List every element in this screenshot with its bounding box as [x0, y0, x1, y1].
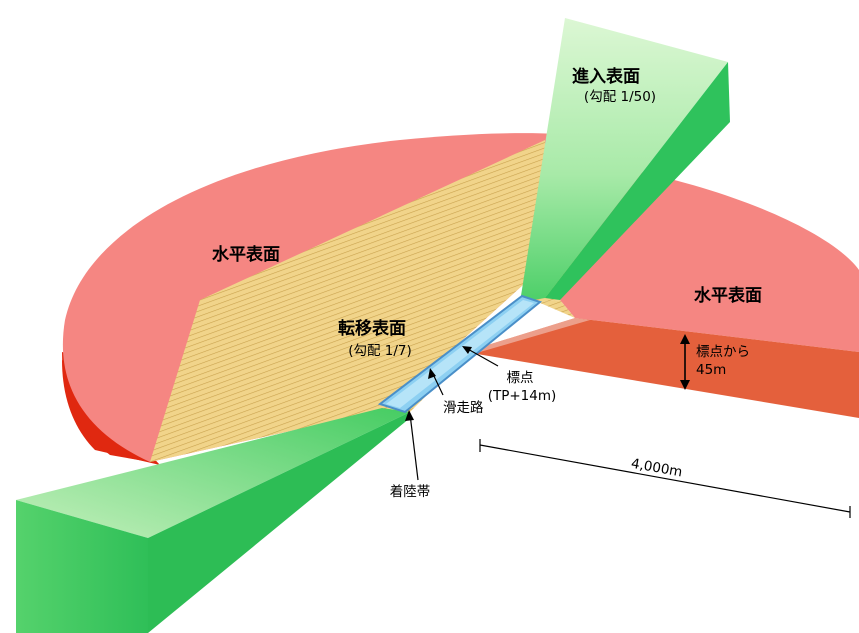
approach-surface-lower-top	[16, 408, 410, 538]
horizontal-surface-left-label: 水平表面	[212, 244, 280, 265]
transition-slope-label: (勾配 1/7)	[348, 343, 412, 359]
horizontal-surface-right-side	[465, 318, 859, 418]
reference-point-arrow	[465, 347, 499, 367]
approach-surface-upper-top	[520, 18, 728, 302]
height-label-line1: 標点から	[696, 344, 750, 360]
landing-strip-label: 着陸帯	[390, 483, 431, 500]
landing-strip-arrow	[409, 413, 419, 481]
approach-slope-label: (勾配 1/50)	[584, 89, 656, 105]
approach-surface-label: 進入表面	[572, 66, 640, 87]
height-label-line2: 45m	[696, 362, 726, 378]
approach-surface-lower-side	[148, 412, 410, 633]
runway-label: 滑走路	[443, 400, 484, 416]
approach-surface-lower-front	[16, 500, 148, 633]
approach-surface-upper-side	[545, 62, 730, 300]
reference-point-elevation-label: (TP+14m)	[488, 388, 557, 404]
reference-point-label: 標点	[507, 370, 534, 386]
horizontal-surface-right-label: 水平表面	[694, 285, 762, 306]
distance-dimension-line	[479, 444, 851, 513]
transition-surface-label: 転移表面	[338, 318, 406, 339]
